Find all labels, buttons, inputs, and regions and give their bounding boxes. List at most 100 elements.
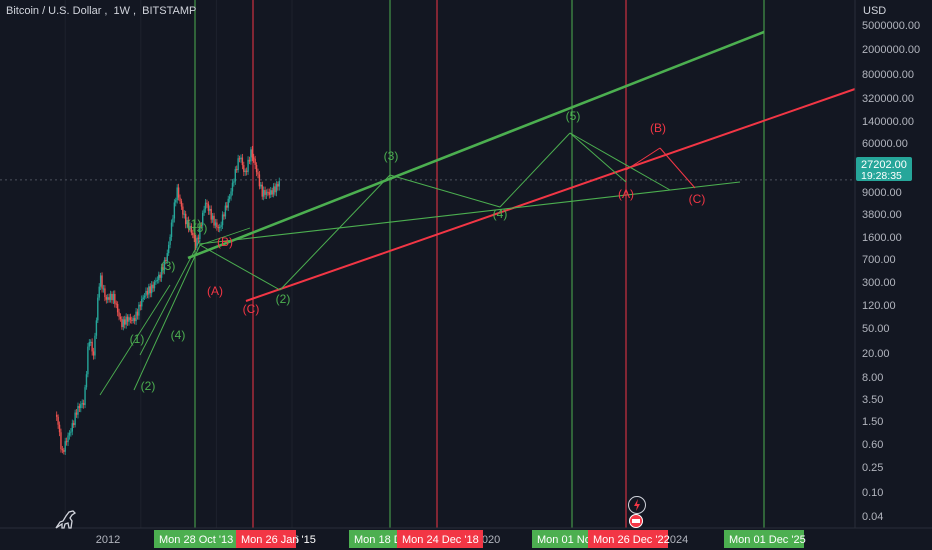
candle-body[interactable] (247, 159, 249, 172)
candle-body[interactable] (135, 311, 137, 322)
candle-body[interactable] (88, 342, 91, 347)
candle-body[interactable] (182, 206, 184, 215)
candle-body[interactable] (180, 201, 183, 207)
lightning-icon[interactable] (628, 496, 646, 514)
candle-body[interactable] (234, 169, 237, 182)
time-marker[interactable]: Mon 01 Dec '25 (724, 530, 806, 548)
candle-body[interactable] (209, 208, 211, 211)
candle-body[interactable] (148, 286, 150, 295)
candle-body[interactable] (169, 236, 171, 245)
candle-body[interactable] (173, 202, 176, 219)
candle-body[interactable] (102, 288, 105, 290)
candle-body[interactable] (262, 190, 265, 197)
candle-body[interactable] (143, 295, 146, 298)
candle-body[interactable] (91, 341, 93, 352)
candle-body[interactable] (146, 290, 149, 295)
candle-body[interactable] (166, 253, 168, 261)
candle-body[interactable] (189, 225, 191, 229)
candle-body[interactable] (67, 435, 69, 442)
candle-body[interactable] (220, 225, 222, 227)
candle-body[interactable] (165, 260, 167, 262)
candle-body[interactable] (163, 260, 166, 271)
candle-body[interactable] (133, 318, 136, 322)
candle-body[interactable] (136, 311, 139, 316)
candle-body[interactable] (61, 449, 64, 451)
last-price-badge[interactable] (856, 157, 912, 181)
candle-body[interactable] (126, 316, 129, 322)
candle-body[interactable] (68, 432, 71, 436)
candle-body[interactable] (221, 214, 224, 226)
candle-body[interactable] (57, 416, 59, 425)
candle-body[interactable] (228, 196, 231, 199)
candle-body[interactable] (204, 202, 207, 210)
candle-body[interactable] (277, 184, 279, 187)
candle-body[interactable] (64, 441, 66, 452)
candle-body[interactable] (224, 205, 227, 217)
candle-body[interactable] (217, 227, 219, 229)
candle-body[interactable] (179, 197, 181, 202)
candle-body[interactable] (81, 402, 83, 405)
candle-body[interactable] (80, 404, 82, 409)
candle-body[interactable] (202, 212, 204, 226)
candle-body[interactable] (267, 191, 269, 193)
candle-body[interactable] (260, 184, 262, 187)
candle-body[interactable] (233, 181, 235, 183)
candle-body[interactable] (186, 220, 188, 225)
candle-body[interactable] (145, 290, 147, 296)
candle-body[interactable] (101, 275, 103, 289)
candle-body[interactable] (176, 187, 178, 201)
candle-body[interactable] (175, 200, 177, 203)
candle-body[interactable] (236, 169, 238, 171)
candle-body[interactable] (149, 286, 151, 294)
candle-body[interactable] (112, 293, 115, 301)
candle-body[interactable] (78, 406, 81, 409)
candle-body[interactable] (141, 299, 143, 307)
candle-body[interactable] (227, 198, 229, 208)
candle-body[interactable] (206, 202, 208, 204)
candle-body[interactable] (244, 170, 246, 172)
candle-body[interactable] (216, 222, 218, 228)
candle-body[interactable] (272, 186, 275, 195)
candle-body[interactable] (85, 374, 88, 388)
candle-body[interactable] (167, 244, 170, 254)
candle-body[interactable] (254, 158, 256, 165)
candle-body[interactable] (193, 235, 195, 239)
candle-body[interactable] (170, 222, 173, 237)
candle-body[interactable] (261, 184, 263, 197)
symbol-title[interactable]: Bitcoin / U.S. Dollar, 1W, BITSTAMP (6, 5, 199, 17)
candle-body[interactable] (118, 312, 120, 317)
candle-body[interactable] (139, 304, 142, 307)
candle-body[interactable] (223, 214, 225, 217)
candle-body[interactable] (119, 316, 122, 319)
candle-body[interactable] (65, 441, 68, 443)
candle-body[interactable] (248, 159, 251, 162)
candle-body[interactable] (95, 320, 98, 336)
candle-body[interactable] (278, 181, 280, 187)
candle-body[interactable] (132, 318, 134, 321)
candle-body[interactable] (114, 293, 116, 304)
candle-body[interactable] (230, 191, 232, 197)
candle-body[interactable] (92, 351, 95, 356)
candle-body[interactable] (77, 406, 79, 415)
candle-body[interactable] (238, 158, 241, 160)
candle-body[interactable] (190, 225, 193, 233)
candle-body[interactable] (138, 304, 140, 316)
time-marker[interactable]: Mon 26 Jan '15 (236, 530, 316, 548)
candle-body[interactable] (160, 267, 163, 278)
candle-body[interactable] (219, 226, 221, 229)
candle-body[interactable] (194, 238, 197, 247)
candle-body[interactable] (250, 149, 252, 162)
candle-body[interactable] (162, 267, 164, 271)
candle-body[interactable] (255, 164, 258, 173)
candle-body[interactable] (155, 280, 157, 283)
candle-body[interactable] (213, 215, 215, 226)
candle-body[interactable] (82, 402, 85, 406)
candle-body[interactable] (105, 297, 108, 300)
candle-body[interactable] (192, 232, 194, 236)
candle-body[interactable] (70, 431, 72, 433)
candle-body[interactable] (129, 317, 132, 320)
candle-body[interactable] (258, 174, 261, 187)
candle-body[interactable] (214, 222, 217, 226)
candle-body[interactable] (237, 158, 239, 170)
